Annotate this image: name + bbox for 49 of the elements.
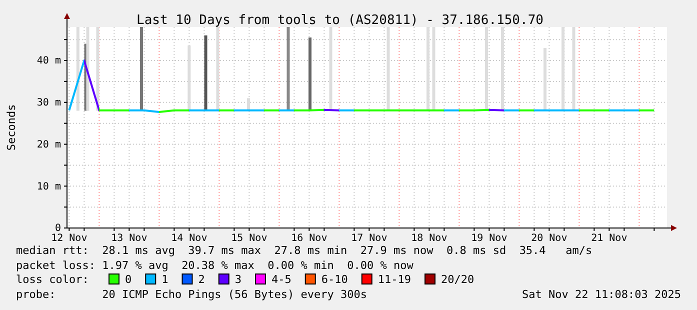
bar bbox=[140, 27, 143, 111]
line-series bbox=[68, 60, 656, 114]
bar bbox=[76, 27, 80, 111]
bar bbox=[216, 27, 220, 111]
legend-label: 11-19 bbox=[378, 273, 411, 286]
y-tick-label: 40 m bbox=[36, 56, 61, 67]
bar bbox=[386, 27, 390, 111]
x-tick-label: 16 Nov bbox=[291, 233, 328, 244]
bar bbox=[204, 35, 208, 111]
legend-label: 2 bbox=[198, 273, 205, 286]
x-tick-label: 13 Nov bbox=[111, 233, 148, 244]
y-tick-label: 0 bbox=[54, 223, 61, 234]
legend-label: 0 bbox=[125, 273, 132, 286]
bar bbox=[544, 48, 546, 111]
x-tick-label: 12 Nov bbox=[51, 233, 88, 244]
legend-label: 20/20 bbox=[441, 273, 474, 286]
x-tick-label: 19 Nov bbox=[471, 233, 508, 244]
legend-label: 1 bbox=[162, 273, 168, 286]
bar bbox=[562, 27, 564, 111]
bar bbox=[188, 45, 191, 111]
y-tick-label: 10 m bbox=[36, 181, 61, 192]
bar bbox=[96, 27, 100, 111]
bar bbox=[286, 27, 290, 111]
y-tick-label: 20 m bbox=[36, 139, 61, 150]
x-tick-label: 17 Nov bbox=[351, 233, 388, 244]
legend-label: 4-5 bbox=[272, 273, 292, 286]
bar bbox=[485, 27, 488, 111]
legend-title: loss color: bbox=[16, 273, 89, 286]
text: probe: 20 ICMP Echo Pings (56 Bytes) every 300s bbox=[16, 288, 367, 301]
y-tick-label: 30 m bbox=[36, 98, 61, 109]
bar bbox=[329, 27, 332, 111]
text: Sat Nov 22 11:08:03 2025 bbox=[522, 288, 681, 301]
text: packet loss: 1.97 % avg 20.38 % max 0.00 % min 0.00 % now bbox=[16, 259, 414, 272]
bar bbox=[572, 27, 576, 111]
text: median rtt: 28.1 ms avg 39.7 ms max 27.8 ms min 27.9 ms now 0.8 ms sd 35.4 am/s bbox=[16, 244, 592, 257]
x-tick-label: 14 Nov bbox=[171, 233, 208, 244]
bar bbox=[432, 27, 436, 111]
x-tick-label: 15 Nov bbox=[231, 233, 268, 244]
legend-label: 3 bbox=[234, 273, 242, 286]
bar bbox=[501, 27, 504, 111]
y-axis-title: Seconds bbox=[5, 104, 18, 151]
x-tick-label: 21 Nov bbox=[591, 233, 628, 244]
legend-label: 6-10 bbox=[321, 273, 348, 286]
bar bbox=[308, 37, 312, 111]
bar bbox=[426, 27, 430, 111]
x-tick-label: 20 Nov bbox=[531, 233, 568, 244]
bar bbox=[86, 27, 90, 111]
chart-title: Last 10 Days from tools to (AS20811) - 37.186.150.70 bbox=[136, 13, 544, 28]
x-tick-label: 18 Nov bbox=[411, 233, 448, 244]
